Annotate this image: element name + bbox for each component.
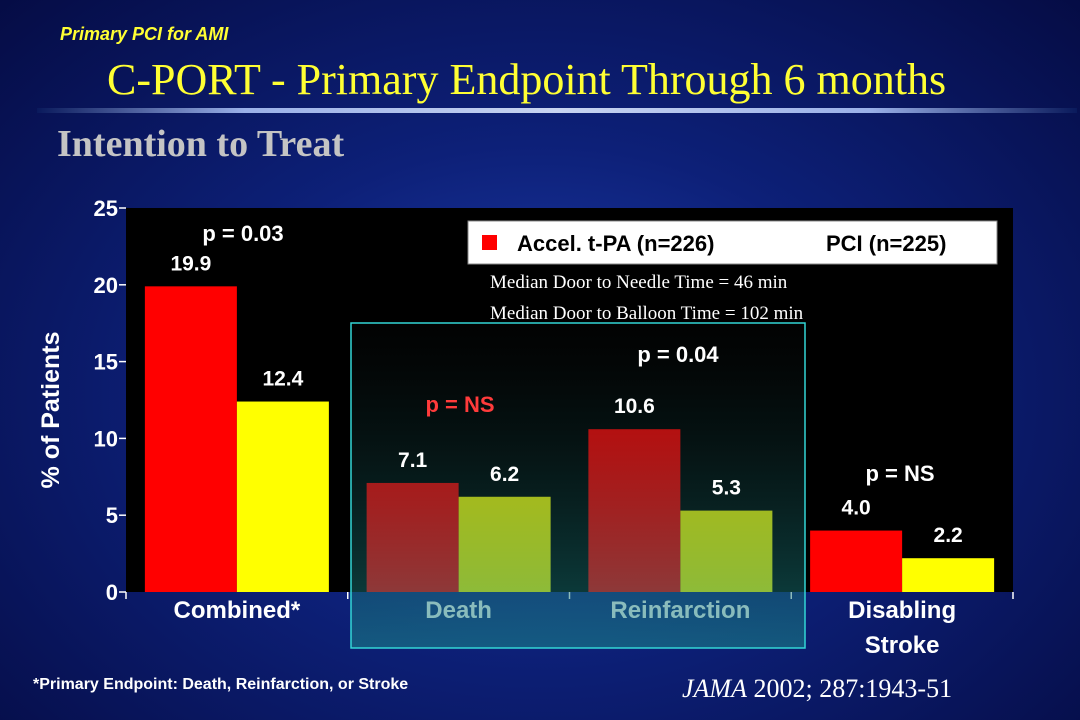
- bar-value-label: 12.4: [262, 368, 303, 391]
- y-tick-label: 5: [106, 503, 118, 528]
- y-tick-label: 15: [94, 350, 118, 375]
- bar-value-label: 10.6: [614, 395, 655, 418]
- legend-box: [467, 220, 998, 265]
- legend-swatch-tpa: [482, 235, 497, 250]
- kicker-text: Primary PCI for AMI: [60, 24, 229, 44]
- p-value-label: p = NS: [425, 392, 494, 417]
- legend-label-tpa: Accel. t-PA (n=226): [517, 231, 714, 256]
- y-tick-label: 10: [94, 426, 118, 451]
- p-value-label: p = NS: [865, 461, 934, 486]
- citation: JAMA 2002; 287:1943-51: [682, 674, 952, 704]
- bar-value-label: 7.1: [398, 449, 428, 472]
- annotation-door-balloon: Median Door to Balloon Time = 102 min: [490, 303, 804, 324]
- x-tick-label: Disabling: [848, 597, 956, 624]
- y-tick-label: 25: [94, 196, 118, 221]
- annotation-door-needle: Median Door to Needle Time = 46 min: [490, 272, 788, 293]
- journal-name: JAMA: [682, 674, 747, 703]
- bar-value-label: 19.9: [170, 252, 211, 275]
- p-value-label: p = 0.04: [637, 342, 719, 367]
- bar-value-label: 2.2: [934, 524, 963, 547]
- bar: [236, 401, 329, 592]
- footnote: *Primary Endpoint: Death, Reinfarction, …: [33, 676, 409, 693]
- bar-value-label: 6.2: [490, 463, 519, 486]
- slide-title: C-PORT - Primary Endpoint Through 6 mont…: [107, 55, 947, 104]
- x-tick-label: Combined*: [174, 597, 301, 624]
- highlight-box: [350, 322, 806, 649]
- y-axis-label: % of Patients: [37, 332, 65, 489]
- title-divider: [37, 108, 1077, 113]
- legend-label-pci: PCI (n=225): [826, 231, 946, 256]
- x-tick-label: Stroke: [865, 632, 940, 659]
- bar: [144, 286, 237, 592]
- y-tick-label: 0: [106, 580, 118, 605]
- citation-reference: 2002; 287:1943-51: [746, 674, 953, 703]
- bar-value-label: 4.0: [842, 497, 871, 520]
- bar: [902, 558, 995, 592]
- slide-subtitle: Intention to Treat: [57, 123, 345, 165]
- p-value-label: p = 0.03: [202, 221, 283, 246]
- bar: [810, 530, 903, 592]
- bar-value-label: 5.3: [712, 477, 741, 500]
- y-tick-label: 20: [94, 273, 118, 298]
